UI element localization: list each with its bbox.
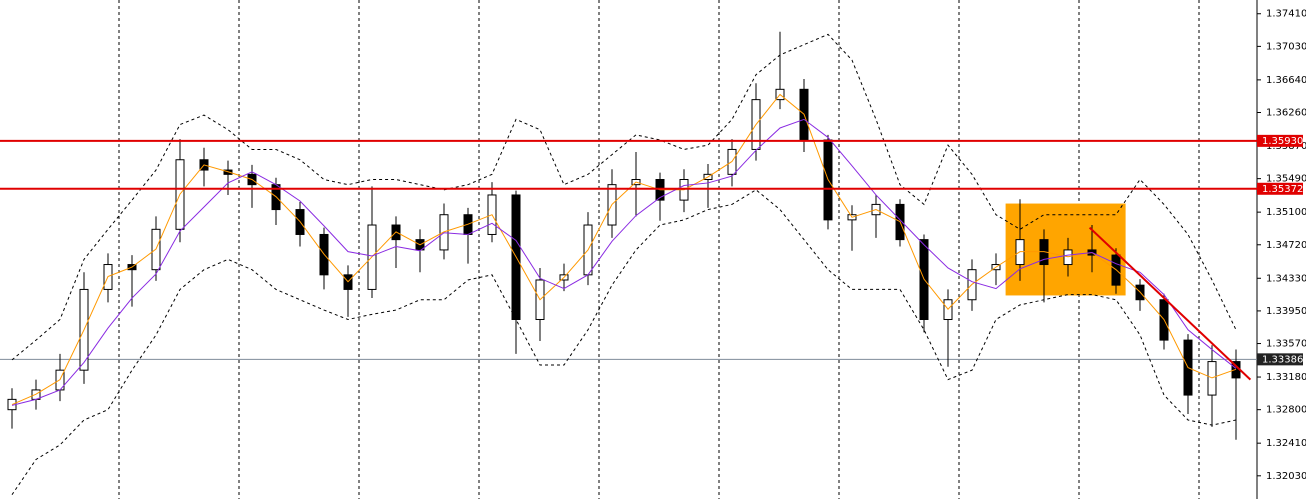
- bollinger-band: [11, 189, 1237, 495]
- moving-average: [11, 93, 1237, 405]
- y-tick-label: 1.34330: [1266, 273, 1306, 284]
- level-label-box: [1257, 134, 1303, 147]
- level-label: 1.35930: [1262, 136, 1303, 147]
- y-tick-label: 1.32410: [1266, 438, 1306, 449]
- current-price-box: [1257, 353, 1303, 366]
- y-tick-label: 1.33950: [1266, 306, 1306, 317]
- y-tick-label: 1.35490: [1266, 174, 1306, 185]
- moving-average: [11, 118, 1237, 406]
- y-tick-label: 1.35100: [1266, 207, 1306, 218]
- level-label: 1.35372: [1262, 184, 1303, 195]
- y-tick-label: 1.36260: [1266, 108, 1306, 119]
- bollinger-band: [11, 33, 1237, 361]
- y-tick-label: 1.37410: [1266, 9, 1306, 20]
- y-tick-label: 1.34720: [1266, 240, 1306, 251]
- y-tick-label: 1.32030: [1266, 471, 1306, 482]
- trend-line: [1088, 226, 1252, 381]
- y-tick-label: 1.36640: [1266, 75, 1306, 86]
- level-label-box: [1257, 182, 1303, 195]
- y-tick-label: 1.32800: [1266, 405, 1306, 416]
- y-tick-label: 1.33180: [1266, 372, 1306, 383]
- y-tick-label: 1.33570: [1266, 339, 1306, 350]
- y-tick-label: 1.37030: [1266, 41, 1306, 52]
- current-price-label: 1.33386: [1262, 354, 1303, 365]
